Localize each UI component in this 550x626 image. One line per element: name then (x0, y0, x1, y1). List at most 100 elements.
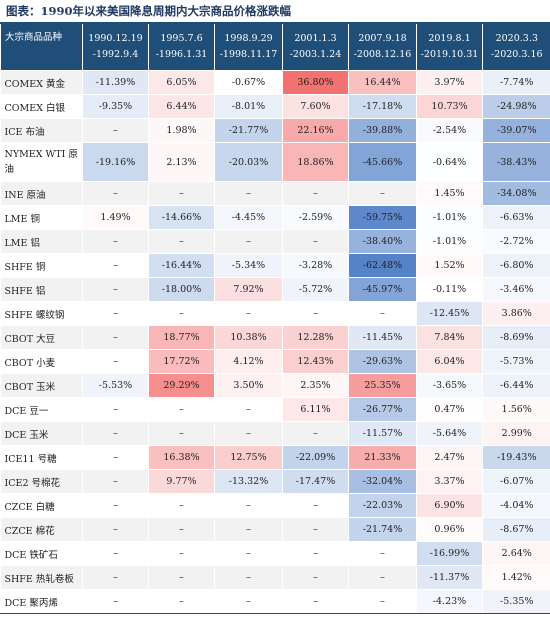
change-cell: – (282, 493, 349, 518)
change-cell: 21.33% (348, 445, 417, 470)
change-cell: 22.16% (282, 118, 349, 143)
change-cell: -34.08% (482, 181, 550, 206)
change-cell: -2.54% (416, 118, 483, 143)
table-row: DCE 豆一 – – –6.11% -26.77% 0.47% 1.56% (0, 397, 550, 422)
change-cell: -32.04% (348, 469, 417, 494)
change-cell: -11.45% (348, 325, 417, 350)
change-cell: – (214, 565, 283, 590)
change-cell: -11.39% (82, 70, 149, 95)
commodity-name: SHFE 热轧卷板 (0, 565, 83, 590)
change-cell: – (148, 493, 215, 518)
change-cell: -2.59% (282, 205, 349, 230)
change-cell: – (282, 229, 349, 254)
change-cell: 7.84% (416, 325, 483, 350)
change-cell: – (348, 565, 417, 590)
change-cell: – (282, 421, 349, 446)
change-cell: 0.47% (416, 397, 483, 422)
commodity-name: ICE2 号棉花 (0, 469, 83, 494)
change-cell: – (82, 469, 149, 494)
table-row: DCE 铁矿石 – – – – – -16.99% 2.64% (0, 541, 550, 566)
change-cell: -5.72% (282, 277, 349, 302)
change-cell: – (214, 229, 283, 254)
header-period: 2019.8.1 -2019.10.31 (416, 24, 483, 71)
table-row: ICE2 号棉花 –9.77% -13.32% -17.47% -32.04% 3.37%… (0, 469, 550, 494)
change-cell: -13.32% (214, 469, 283, 494)
change-cell: -7.74% (482, 70, 550, 95)
commodity-name: DCE 铁矿石 (0, 541, 83, 566)
change-cell: -0.67% (214, 70, 283, 95)
change-cell: – (214, 181, 283, 206)
change-cell: -8.01% (214, 94, 283, 119)
change-cell: 6.44% (148, 94, 215, 119)
commodity-name: LME 铜 (0, 205, 83, 230)
change-cell: – (82, 229, 149, 254)
table-row: SHFE 铜 – -16.44% -5.34% -3.28% -62.48% 1.52% -6… (0, 253, 550, 278)
change-cell: -5.64% (416, 421, 483, 446)
change-cell: -17.18% (348, 94, 417, 119)
table-row: COMEX 白银 -9.35% 6.44% -8.01% 7.60% -17.18% 10.… (0, 94, 550, 119)
change-cell: – (348, 301, 417, 326)
change-cell: -19.43% (482, 445, 550, 470)
change-cell: 17.72% (148, 349, 215, 374)
change-cell: – (82, 325, 149, 350)
change-cell: -5.34% (214, 253, 283, 278)
change-cell: 1.56% (482, 397, 550, 422)
change-cell: -39.07% (482, 118, 550, 143)
change-cell: 3.86% (482, 301, 550, 326)
change-cell: -1.01% (416, 205, 483, 230)
change-cell: – (82, 118, 149, 143)
table-row: COMEX 黄金 -11.39% 6.05% -0.67% 36.80% 16.44% 3.… (0, 70, 550, 95)
change-cell: 3.37% (416, 469, 483, 494)
change-cell: -4.23% (416, 589, 483, 613)
change-cell: -38.40% (348, 229, 417, 254)
change-cell: -0.11% (416, 277, 483, 302)
change-cell: -18.00% (148, 277, 215, 302)
change-cell: 10.73% (416, 94, 483, 119)
change-cell: 4.12% (214, 349, 283, 374)
commodity-name: COMEX 白银 (0, 94, 83, 119)
change-cell: – (82, 565, 149, 590)
change-cell: – (82, 421, 149, 446)
change-cell: 25.35% (348, 373, 417, 398)
change-cell: – (82, 541, 149, 566)
change-cell: 9.77% (148, 469, 215, 494)
commodity-name: CBOT 小麦 (0, 349, 83, 374)
change-cell: – (82, 349, 149, 374)
change-cell: -11.57% (348, 421, 417, 446)
change-cell: -21.74% (348, 517, 417, 542)
header-period: 2001.1.3 -2003.1.24 (282, 24, 349, 71)
change-cell: -24.98% (482, 94, 550, 119)
change-cell: 2.47% (416, 445, 483, 470)
table-row: LME 铜 1.49% -14.66% -4.45% -2.59% -59.75% -1.0… (0, 205, 550, 230)
header-commodity: 大宗商品品种 (0, 24, 83, 71)
change-cell: – (348, 541, 417, 566)
change-cell: – (348, 181, 417, 206)
change-cell: 6.04% (416, 349, 483, 374)
change-cell: -20.03% (214, 142, 283, 182)
commodity-name: ICE11 号糖 (0, 445, 83, 470)
change-cell: -59.75% (348, 205, 417, 230)
change-cell: -62.48% (348, 253, 417, 278)
change-cell: – (148, 229, 215, 254)
commodity-table: 大宗商品品种 1990.12.19 -1992.9.4 1995.7.6 -1996… (0, 24, 550, 613)
change-cell: – (348, 589, 417, 613)
change-cell: – (82, 445, 149, 470)
change-cell: 16.38% (148, 445, 215, 470)
change-cell: – (214, 517, 283, 542)
change-cell: – (282, 301, 349, 326)
change-cell: 12.75% (214, 445, 283, 470)
change-cell: -8.67% (482, 517, 550, 542)
commodity-name: DCE 豆一 (0, 397, 83, 422)
change-cell: – (148, 541, 215, 566)
change-cell: -14.66% (148, 205, 215, 230)
change-cell: 16.44% (348, 70, 417, 95)
change-cell: -8.69% (482, 325, 550, 350)
change-cell: -3.46% (482, 277, 550, 302)
commodity-name: DCE 聚丙烯 (0, 589, 83, 613)
change-cell: – (282, 181, 349, 206)
commodity-name: SHFE 铜 (0, 253, 83, 278)
change-cell: 6.05% (148, 70, 215, 95)
title-rule (0, 22, 550, 24)
change-cell: 7.60% (282, 94, 349, 119)
change-cell: -38.43% (482, 142, 550, 182)
